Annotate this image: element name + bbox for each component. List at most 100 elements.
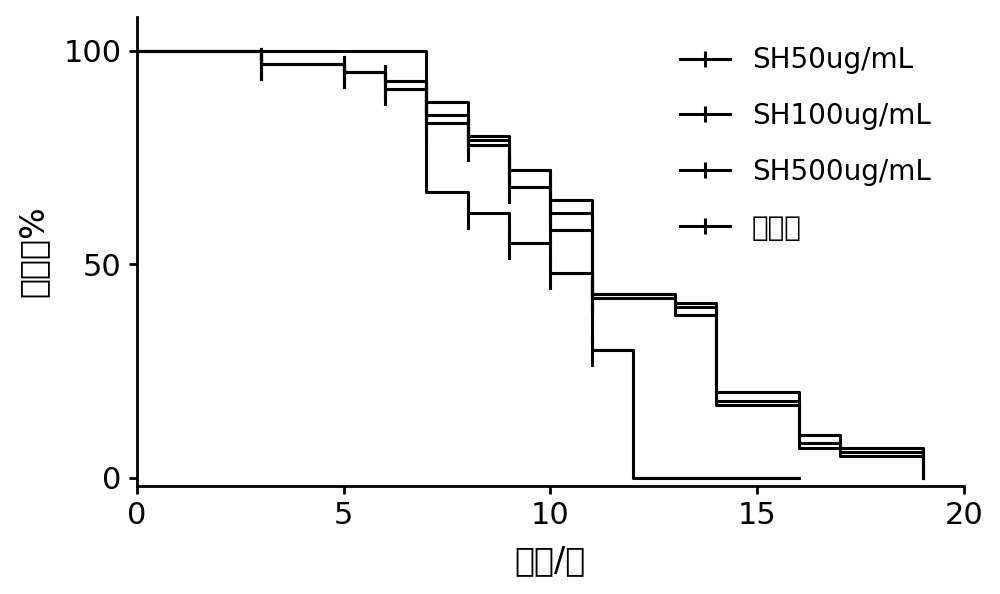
SH50ug/mL: [834, 440, 846, 447]
SH500ug/mL: [420, 99, 432, 106]
空白组: [420, 48, 432, 55]
SH100ug/mL: [834, 444, 846, 451]
SH50ug/mL: [462, 120, 474, 127]
SH500ug/mL: [793, 444, 805, 451]
SH50ug/mL: [669, 304, 681, 311]
SH50ug/mL: [710, 304, 722, 311]
空白组: [503, 239, 515, 247]
SH500ug/mL: [255, 60, 267, 67]
SH100ug/mL: [338, 68, 350, 75]
SH50ug/mL: [255, 48, 267, 55]
SH50ug/mL: [793, 397, 805, 405]
SH100ug/mL: [793, 388, 805, 396]
SH500ug/mL: [586, 197, 598, 204]
SH50ug/mL: [503, 141, 515, 148]
SH100ug/mL: [793, 431, 805, 438]
SH500ug/mL: [834, 453, 846, 460]
Line: SH100ug/mL: SH100ug/mL: [137, 51, 923, 478]
SH500ug/mL: [917, 474, 929, 481]
SH50ug/mL: [710, 397, 722, 405]
X-axis label: 时间/天: 时间/天: [515, 544, 586, 577]
Legend: SH50ug/mL, SH100ug/mL, SH500ug/mL, 空白组: SH50ug/mL, SH100ug/mL, SH500ug/mL, 空白组: [668, 35, 942, 253]
SH50ug/mL: [917, 448, 929, 456]
SH500ug/mL: [131, 48, 143, 55]
Line: 空白组: 空白组: [137, 51, 799, 478]
SH100ug/mL: [420, 77, 432, 84]
SH50ug/mL: [420, 120, 432, 127]
SH50ug/mL: [131, 48, 143, 55]
SH50ug/mL: [338, 60, 350, 67]
SH50ug/mL: [379, 77, 391, 84]
SH500ug/mL: [710, 312, 722, 319]
空白组: [544, 269, 556, 276]
SH500ug/mL: [586, 295, 598, 302]
SH100ug/mL: [544, 167, 556, 174]
SH100ug/mL: [503, 167, 515, 174]
SH100ug/mL: [917, 474, 929, 481]
空白组: [627, 346, 639, 353]
SH100ug/mL: [669, 299, 681, 306]
空白组: [420, 188, 432, 195]
SH100ug/mL: [710, 299, 722, 306]
SH100ug/mL: [255, 60, 267, 67]
SH500ug/mL: [420, 86, 432, 93]
SH50ug/mL: [544, 226, 556, 233]
Line: SH50ug/mL: SH50ug/mL: [137, 51, 923, 478]
SH500ug/mL: [462, 137, 474, 144]
SH500ug/mL: [544, 167, 556, 174]
SH500ug/mL: [379, 86, 391, 93]
SH100ug/mL: [544, 210, 556, 217]
SH50ug/mL: [420, 77, 432, 84]
空白组: [462, 188, 474, 195]
SH100ug/mL: [669, 290, 681, 298]
SH500ug/mL: [338, 68, 350, 75]
SH100ug/mL: [338, 60, 350, 67]
SH50ug/mL: [462, 141, 474, 148]
SH500ug/mL: [503, 137, 515, 144]
SH100ug/mL: [420, 111, 432, 118]
SH500ug/mL: [338, 60, 350, 67]
空白组: [586, 346, 598, 353]
SH100ug/mL: [462, 111, 474, 118]
SH100ug/mL: [710, 388, 722, 396]
SH50ug/mL: [669, 295, 681, 302]
SH500ug/mL: [544, 197, 556, 204]
SH100ug/mL: [379, 68, 391, 75]
SH500ug/mL: [710, 402, 722, 409]
SH100ug/mL: [131, 48, 143, 55]
SH500ug/mL: [793, 402, 805, 409]
空白组: [544, 239, 556, 247]
SH500ug/mL: [917, 453, 929, 460]
SH50ug/mL: [544, 184, 556, 191]
SH50ug/mL: [338, 68, 350, 75]
Y-axis label: 存活率%: 存活率%: [17, 206, 50, 297]
SH500ug/mL: [255, 48, 267, 55]
SH500ug/mL: [669, 295, 681, 302]
SH500ug/mL: [834, 444, 846, 451]
空白组: [131, 48, 143, 55]
空白组: [503, 210, 515, 217]
SH50ug/mL: [586, 226, 598, 233]
SH50ug/mL: [834, 448, 846, 456]
SH50ug/mL: [255, 60, 267, 67]
空白组: [462, 210, 474, 217]
SH50ug/mL: [503, 184, 515, 191]
SH500ug/mL: [503, 167, 515, 174]
SH100ug/mL: [586, 290, 598, 298]
空白组: [627, 474, 639, 481]
SH100ug/mL: [462, 132, 474, 140]
SH50ug/mL: [793, 440, 805, 447]
SH500ug/mL: [669, 312, 681, 319]
SH100ug/mL: [503, 132, 515, 140]
SH50ug/mL: [586, 295, 598, 302]
空白组: [586, 269, 598, 276]
SH100ug/mL: [586, 210, 598, 217]
空白组: [793, 474, 805, 481]
SH50ug/mL: [917, 474, 929, 481]
SH500ug/mL: [462, 99, 474, 106]
SH500ug/mL: [379, 68, 391, 75]
SH100ug/mL: [255, 48, 267, 55]
SH100ug/mL: [834, 431, 846, 438]
SH100ug/mL: [917, 444, 929, 451]
SH100ug/mL: [379, 77, 391, 84]
